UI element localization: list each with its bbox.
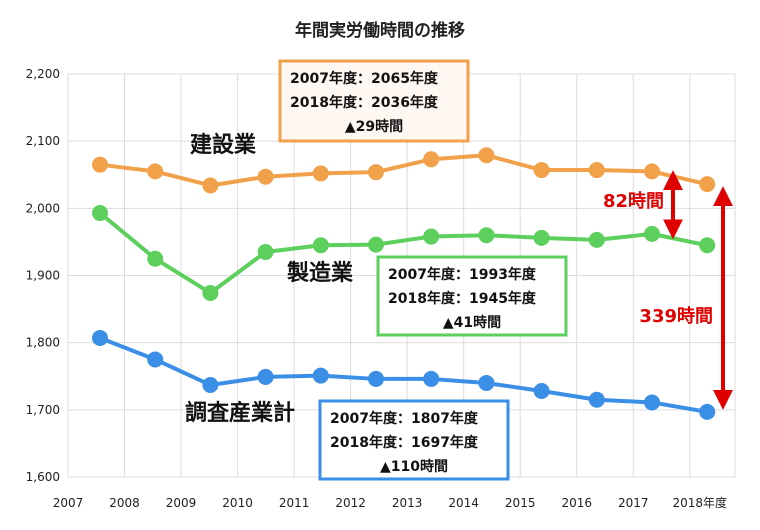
x-tick-label: 2010 <box>222 496 253 510</box>
info-box-line: 2018年度：2036年度 <box>290 94 439 111</box>
data-point <box>533 383 550 400</box>
x-tick-label: 2017 <box>618 496 649 510</box>
y-tick-label: 2,200 <box>26 67 60 81</box>
info-box-line: 2018年度：1697年度 <box>330 434 479 451</box>
data-point <box>368 236 384 253</box>
y-tick-label: 1,600 <box>26 470 60 484</box>
data-point <box>699 237 716 254</box>
data-point <box>312 237 329 254</box>
chart-title: 年間実労働時間の推移 <box>295 20 465 41</box>
series-label: 製造業 <box>286 260 354 286</box>
x-tick-label: 2012 <box>335 496 366 510</box>
data-point <box>478 227 495 244</box>
y-axis-ticks: 1,600 1,700 1,800 1,900 2,000 2,100 2,200 <box>26 67 60 484</box>
info-box-line: ▲41時間 <box>443 314 501 331</box>
info-box <box>376 255 568 337</box>
series-line <box>99 153 708 188</box>
series-line <box>98 211 708 295</box>
data-point <box>202 284 219 301</box>
info-box-line: 2018年度：1945年度 <box>388 290 537 307</box>
x-tick-label: 2016 <box>561 496 592 510</box>
info-box-line: 2007年度：1807年度 <box>330 410 479 427</box>
data-point <box>92 156 108 173</box>
info-box <box>318 399 510 481</box>
x-tick-label: 2018年度 <box>673 495 728 510</box>
series-points <box>92 147 716 420</box>
x-tick-label: 2013 <box>392 496 423 510</box>
data-point <box>423 228 440 245</box>
data-point <box>588 231 605 248</box>
series-label: 建設業 <box>190 132 257 158</box>
data-point <box>588 162 605 179</box>
data-point <box>257 368 274 385</box>
data-point <box>368 370 384 387</box>
data-point <box>423 370 440 387</box>
data-point <box>478 147 495 164</box>
data-point <box>368 164 384 181</box>
info-box-line: ▲29時間 <box>345 118 403 135</box>
data-point <box>644 163 660 180</box>
data-point <box>257 168 274 185</box>
data-point <box>423 151 440 168</box>
data-point <box>257 243 274 260</box>
data-point <box>202 177 219 194</box>
data-point <box>533 229 550 246</box>
data-point <box>147 163 164 180</box>
data-point <box>644 225 660 242</box>
x-tick-label: 2009 <box>166 496 197 510</box>
annotation-82: 82時間 <box>603 191 664 212</box>
data-point <box>478 374 495 391</box>
x-tick-label: 2014 <box>448 496 479 510</box>
y-tick-label: 1,800 <box>26 336 60 350</box>
y-tick-label: 2,000 <box>26 201 60 215</box>
y-tick-label: 1,700 <box>26 403 60 417</box>
data-point <box>312 367 329 384</box>
series-label: 調査産業計 <box>185 400 295 426</box>
info-boxes: 2007年度：2065年度 2018年度：2036年度 ▲29時間 2007年度：19… <box>278 59 568 481</box>
data-point <box>588 391 605 408</box>
data-point <box>699 176 716 193</box>
y-tick-label: 2,100 <box>26 134 60 148</box>
data-point <box>312 165 329 182</box>
info-box-line: 2007年度：1993年度 <box>388 266 537 283</box>
data-point <box>147 250 164 267</box>
y-tick-label: 1,900 <box>26 269 60 283</box>
annotation-339: 339時間 <box>639 306 713 327</box>
x-tick-label: 2015 <box>505 496 536 510</box>
x-tick-label: 2007 <box>53 496 84 510</box>
info-box-line: ▲110時間 <box>380 458 448 475</box>
difference-arrows: 82時間 339時間 <box>603 170 733 410</box>
series-lines <box>98 153 708 414</box>
data-point <box>147 351 164 368</box>
x-tick-label: 2011 <box>279 496 310 510</box>
data-point <box>533 162 550 179</box>
data-point <box>699 403 716 420</box>
x-axis-ticks: 2007 2008 2009 2010 2011 2012 2013 2014 2015 2016… <box>53 495 727 510</box>
info-box <box>278 59 470 143</box>
data-point <box>92 205 108 222</box>
data-point <box>92 329 108 346</box>
series-line <box>99 336 708 414</box>
x-tick-label: 2008 <box>109 496 140 510</box>
data-point <box>202 376 219 393</box>
data-point <box>644 394 660 411</box>
info-box-line: 2007年度：2065年度 <box>290 70 439 87</box>
